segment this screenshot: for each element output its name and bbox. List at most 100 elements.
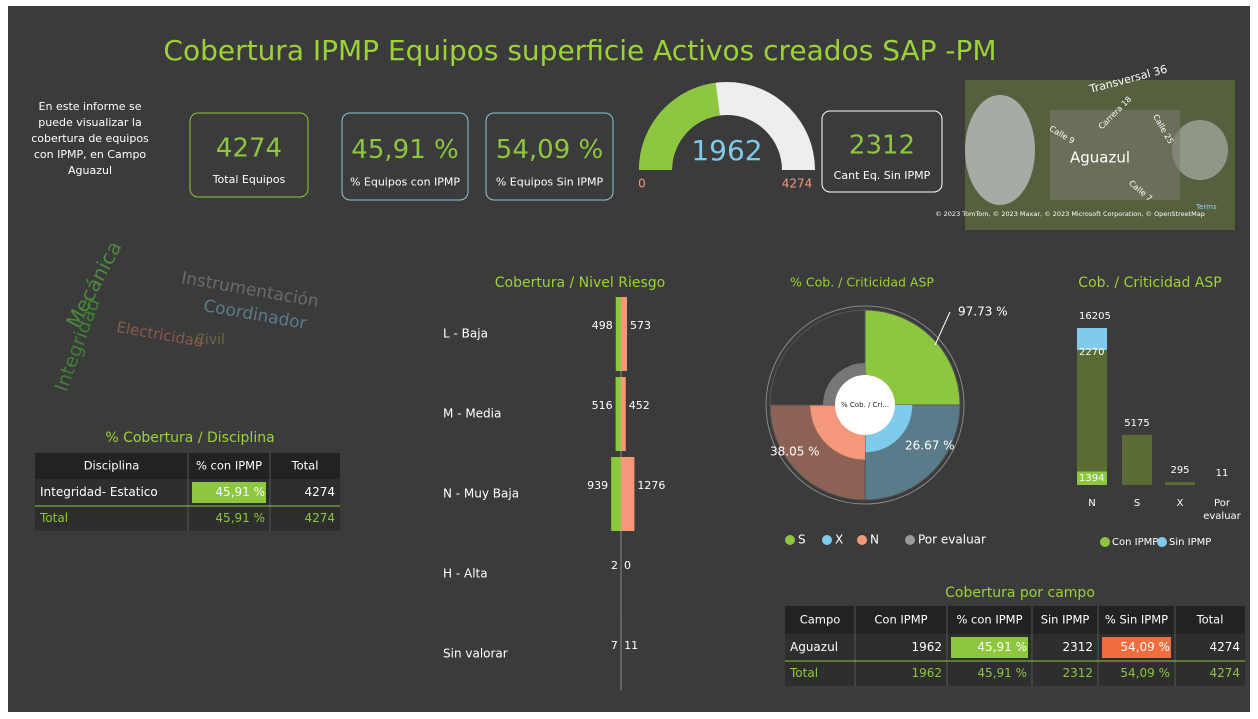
intro-line: cobertura de equipos — [31, 132, 149, 145]
legend-label: Con IPMP — [1112, 537, 1158, 548]
bar-total — [1165, 482, 1195, 485]
bar — [616, 297, 621, 371]
legend-dot — [1157, 537, 1167, 547]
table-cell: 45,91 % — [977, 640, 1027, 654]
gauge-min: 0 — [638, 177, 646, 191]
bar — [616, 377, 621, 451]
center-label: % Cob. / Cri... — [841, 401, 889, 409]
value-label: 97.73 % — [958, 305, 1008, 319]
legend-dot — [822, 535, 832, 545]
legend-label: S — [798, 533, 806, 547]
dashboard: Cobertura IPMP Equipos superficie Activo… — [0, 0, 1258, 719]
table-cell: 54,09 % — [1120, 666, 1170, 680]
table-cell: 1962 — [911, 666, 942, 680]
category-label: H - Alta — [443, 567, 488, 581]
value-label: 38.05 % — [770, 445, 820, 459]
map-terms: Terms — [1195, 203, 1217, 211]
table-cell: 45,91 % — [215, 511, 265, 525]
table-cell: 4274 — [304, 485, 335, 499]
map-attribution: © 2023 TomTom, © 2023 Maxar, © 2023 Micr… — [935, 210, 1205, 218]
value-label: 452 — [629, 399, 650, 412]
intro-line: con IPMP, en Campo — [34, 148, 147, 161]
kpi-value: 4274 — [216, 134, 282, 164]
table-header: % Sin IPMP — [1105, 613, 1168, 627]
category-label: L - Baja — [443, 327, 488, 341]
legend-dot — [857, 535, 867, 545]
table-header: % con IPMP — [956, 613, 1022, 627]
bar — [621, 457, 634, 531]
legend-dot — [1100, 537, 1110, 547]
category-label: N - Muy Baja — [443, 487, 519, 501]
value-label: 2 — [611, 559, 618, 572]
bar-total — [1122, 435, 1152, 485]
kpi-value: 54,09 % — [496, 135, 603, 165]
value-label: 1394 — [1079, 473, 1104, 484]
table-header: Con IPMP — [874, 613, 927, 627]
table-cell: 4274 — [304, 511, 335, 525]
total-label: 295 — [1170, 465, 1189, 476]
table-header: % con IPMP — [196, 459, 262, 473]
table-header: Total — [291, 459, 319, 473]
table-cell: 45,91 % — [215, 485, 265, 499]
value-label: 26.67 % — [905, 439, 955, 453]
table-cell: 4274 — [1209, 666, 1240, 680]
intro-line: puede visualizar la — [38, 116, 141, 129]
total-label: 16205 — [1079, 311, 1111, 322]
chart-title: Cob. / Criticidad ASP — [1078, 275, 1221, 291]
value-label: 11 — [624, 639, 638, 652]
table-header: Campo — [800, 613, 841, 627]
legend-label: Sin IPMP — [1169, 537, 1211, 548]
word: Civil — [195, 332, 225, 348]
chart-title: % Cob. / Criticidad ASP — [790, 275, 934, 290]
table-cell: 54,09 % — [1120, 640, 1170, 654]
table-title: Cobertura por campo — [945, 585, 1095, 601]
x-tick-label: X — [1177, 498, 1184, 509]
chart-title: Cobertura / Nivel Riesgo — [495, 275, 666, 291]
map-cloud — [1172, 120, 1228, 180]
kpi-label: % Equipos Sin IPMP — [496, 176, 604, 189]
table-cell: 2312 — [1062, 666, 1093, 680]
value-label: 2270 — [1079, 347, 1104, 358]
table-cell: 1962 — [911, 640, 942, 654]
x-tick-part: Por — [1214, 498, 1231, 509]
gauge-max: 4274 — [782, 177, 813, 191]
value-label: 939 — [587, 479, 608, 492]
legend-label: N — [870, 533, 879, 547]
intro-line: En este informe se — [39, 100, 142, 113]
table-title: % Cobertura / Disciplina — [105, 430, 274, 446]
bar — [621, 377, 626, 451]
map-label: Aguazul — [1070, 149, 1130, 167]
legend-dot — [905, 535, 915, 545]
kpi-label: Total Equipos — [212, 173, 286, 186]
table-cell: 4274 — [1209, 640, 1240, 654]
gauge-label: 1962 — [691, 134, 762, 167]
table-header: Disciplina — [84, 459, 140, 473]
title: Cobertura IPMP Equipos superficie Activo… — [163, 34, 996, 67]
bar — [611, 457, 621, 531]
table-cell: Integridad- Estatico — [40, 485, 158, 499]
value-label: 0 — [624, 559, 631, 572]
x-tick-part: evaluar — [1203, 511, 1241, 522]
bar — [621, 297, 627, 371]
table-header: Total — [1196, 613, 1224, 627]
kpi-value: 45,91 % — [351, 135, 458, 165]
kpi-label: % Equipos con IPMP — [350, 176, 460, 189]
table-cell: 45,91 % — [977, 666, 1027, 680]
table-cell: Aguazul — [790, 640, 838, 654]
category-label: Sin valorar — [443, 647, 508, 661]
table-cell: 2312 — [1062, 640, 1093, 654]
x-tick-label: S — [1134, 498, 1140, 509]
table-cell: Total — [39, 511, 68, 525]
category-label: M - Media — [443, 407, 501, 421]
x-tick-label: N — [1088, 498, 1095, 509]
value-label: 7 — [611, 639, 618, 652]
legend-dot — [785, 535, 795, 545]
table-cell: Total — [789, 666, 818, 680]
value-label: 573 — [630, 319, 651, 332]
total-label: 5175 — [1124, 418, 1149, 429]
legend-label: X — [835, 533, 843, 547]
value-label: 516 — [592, 399, 613, 412]
value-label: 498 — [592, 319, 613, 332]
kpi-value: 2312 — [849, 130, 915, 160]
table-header: Sin IPMP — [1041, 613, 1090, 627]
